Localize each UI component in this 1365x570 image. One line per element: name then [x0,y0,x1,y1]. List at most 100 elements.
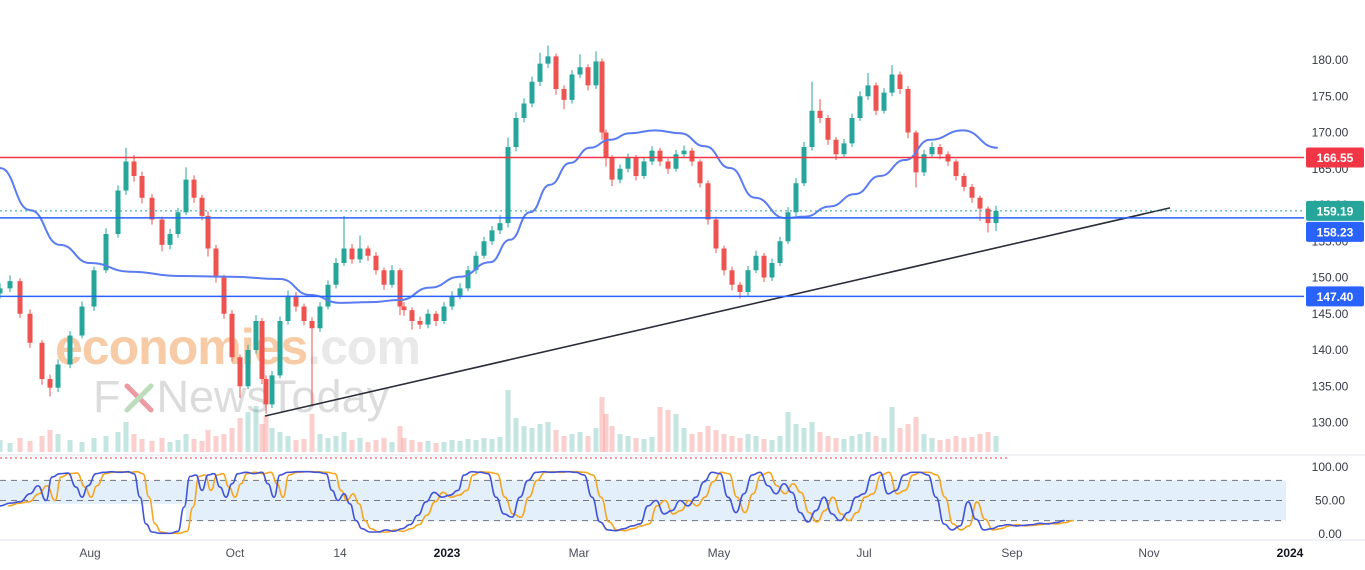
volume-bar [937,440,943,452]
volume-bar [365,442,371,452]
volume-bar [167,442,173,452]
volume-bar [833,438,839,452]
stochastic-k-line [0,470,1065,535]
horizontal-levels[interactable] [0,156,1304,298]
candle [833,139,839,155]
price-badges: 166.55 159.19 158.23 147.40 [1306,147,1364,307]
time-axis[interactable]: Aug Oct 14 2023 Mar May Jul Sep Nov 2024 [79,546,1303,560]
volume-bar [929,438,935,452]
candle [921,154,927,173]
volume-bar [497,437,503,452]
candle [641,161,647,176]
volume-bar [229,428,235,452]
volume-bar [705,426,711,452]
candle [67,335,73,365]
candle [553,56,559,89]
volume-bar [473,440,479,452]
candle [561,89,567,100]
volume-bar [857,434,863,452]
watermark-fx-f: F [93,371,121,422]
volume-bar [149,441,155,452]
volume-bar [953,436,959,452]
volume-bar [341,432,347,452]
candle [881,92,887,111]
time-label-Nov: Nov [1138,546,1159,560]
volume-bar [237,418,243,452]
candle [713,219,719,249]
time-label-Sep: Sep [1001,546,1023,560]
candle [505,147,511,224]
candle [389,270,395,285]
candle [199,197,205,216]
candle [969,186,975,198]
volume-bar [253,406,259,452]
volume-bar [649,437,655,452]
volume-bar [793,424,799,452]
candle [993,210,999,224]
candle [425,313,431,325]
volume-bar [665,410,671,452]
time-label-Oct: Oct [226,546,245,560]
candle [27,313,33,343]
candle [365,248,371,256]
candle [873,85,879,111]
candle [705,183,711,220]
candle [465,270,471,289]
volume-bar [17,438,23,452]
volume-bar [213,436,219,452]
candle [985,208,991,224]
volume-bar [593,428,599,452]
candle [263,379,269,405]
candle [7,281,13,289]
trendline-segment[interactable] [264,207,1171,417]
candle [167,234,173,245]
volume-bar [689,434,695,452]
volume-bar [585,436,591,452]
candle [769,263,775,278]
volume-bar [777,436,783,452]
candle [857,96,863,118]
candle [681,150,687,155]
trendline[interactable] [264,207,1171,417]
volume-bar [505,390,511,452]
candle [633,157,639,176]
candle [175,212,181,234]
oscillator-band [186,480,1286,521]
candle [521,103,527,118]
candle [373,255,379,271]
candle [585,67,591,86]
volume-bars [0,390,999,452]
volume-bar [0,440,3,452]
volume-bar [417,442,423,452]
price-tick-label: 145.00 [1312,307,1349,321]
candle [333,263,339,285]
candle [937,147,943,155]
volume-bar [47,430,53,452]
candle [665,161,671,169]
volume-bar [91,438,97,452]
candle [245,350,251,387]
volume-bar [969,437,975,452]
candle [721,248,727,271]
volume-bar [545,422,551,452]
volume-bar [39,436,45,452]
volume-bar [55,434,61,452]
volume-bar [221,434,227,452]
candle [889,74,895,93]
volume-bar [357,438,363,452]
candle [269,375,275,405]
candle [745,270,751,292]
candle [357,248,363,260]
candles [0,45,999,414]
candle [481,241,487,256]
candle [123,161,129,191]
volume-bar [79,442,85,452]
volume-bar [681,428,687,452]
volume-bar [103,436,109,452]
candle [457,288,463,296]
price-badge-158.23 [1306,221,1364,242]
price-badge-166.55 [1306,147,1364,168]
candle [47,379,53,388]
